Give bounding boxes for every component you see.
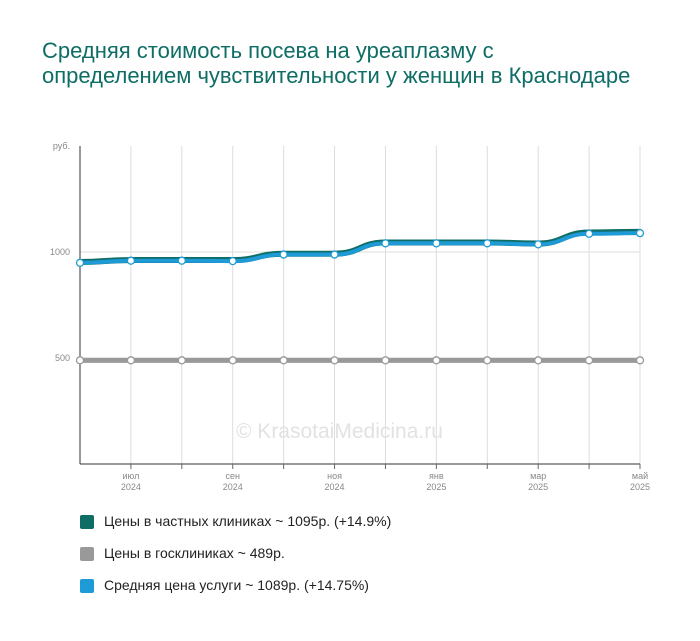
legend-label-private: Цены в частных клиниках ~ 1095р. (+14.9%… — [104, 513, 392, 529]
x-tick-label-month: июл — [122, 471, 139, 481]
x-tick-label-year: 2025 — [426, 482, 446, 492]
series-point-1 — [75, 356, 85, 365]
series-point-2 — [381, 239, 390, 248]
x-tick-label-year: 2025 — [528, 482, 548, 492]
x-tick-label-year: 2025 — [630, 482, 650, 492]
series-point-2 — [126, 256, 136, 265]
series-point-1 — [432, 356, 441, 365]
x-tick-label-month: мар — [530, 471, 546, 481]
legend-swatch-average — [80, 579, 94, 593]
x-tick-label-month: сен — [225, 471, 240, 481]
y-tick-label: 1000 — [50, 247, 70, 257]
series-point-1 — [126, 356, 136, 365]
x-tick-label-year: 2024 — [223, 482, 243, 492]
series-point-1 — [330, 356, 339, 365]
series-point-2 — [635, 228, 645, 238]
series-point-2 — [534, 240, 543, 249]
series-point-1 — [177, 356, 186, 365]
y-axis-label: руб. — [53, 141, 70, 151]
series-line-2 — [78, 231, 642, 265]
series-point-2 — [177, 256, 186, 265]
x-tick-label-month: май — [632, 471, 648, 481]
series-point-1 — [381, 356, 390, 365]
series-point-2 — [432, 239, 441, 248]
x-tick-label-month: янв — [429, 471, 444, 481]
legend-label-average: Средняя цена услуги ~ 1089р. (+14.75%) — [104, 577, 369, 593]
chart-title: Средняя стоимость посева на уреаплазму с… — [42, 38, 631, 88]
x-tick-label-year: 2024 — [121, 482, 141, 492]
x-tick-label-year: 2024 — [325, 482, 345, 492]
series-point-1 — [483, 356, 492, 365]
series-point-1 — [228, 356, 237, 365]
legend-swatch-public — [80, 547, 94, 561]
series-point-2 — [228, 256, 237, 266]
series-point-1 — [635, 356, 645, 365]
series-point-2 — [584, 229, 594, 238]
x-tick-label-month: ноя — [327, 471, 342, 481]
series-point-1 — [584, 356, 594, 365]
series-point-2 — [279, 250, 288, 259]
series-point-2 — [75, 258, 85, 267]
series-point-1 — [534, 356, 543, 365]
y-tick-label: 500 — [55, 353, 70, 363]
legend-swatch-private — [80, 515, 94, 529]
series-point-2 — [483, 239, 492, 248]
legend-label-public: Цены в госклиниках ~ 489р. — [104, 545, 285, 561]
series-point-2 — [330, 250, 339, 259]
series-point-1 — [279, 356, 288, 365]
watermark-text: © KrasotaiMedicina.ru — [236, 420, 443, 443]
